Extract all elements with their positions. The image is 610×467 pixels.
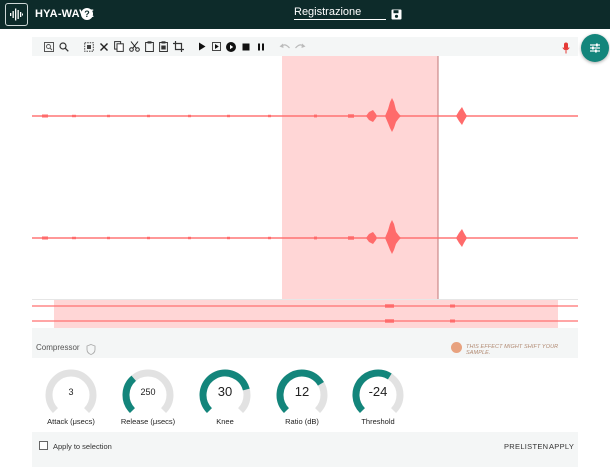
effects-toggle-button[interactable]	[581, 34, 609, 62]
cut-icon[interactable]	[129, 40, 140, 53]
apply-to-selection-checkbox[interactable]	[39, 441, 48, 450]
paste-icon[interactable]	[145, 40, 154, 53]
shield-icon	[86, 342, 96, 360]
redo-icon[interactable]	[294, 40, 306, 53]
effect-title: Compressor	[36, 343, 80, 352]
warning-icon	[451, 342, 462, 353]
apply-button[interactable]: APPLY	[549, 442, 575, 451]
clear-icon[interactable]	[99, 40, 109, 53]
knee-knob[interactable]: 30 Knee	[197, 368, 253, 426]
play-loop-icon[interactable]	[226, 40, 236, 53]
overview-visible-region[interactable]	[54, 300, 558, 328]
threshold-label: Threshold	[361, 417, 395, 426]
top-bar: HYA-WAVE ? Registrazione	[0, 0, 610, 29]
undo-icon[interactable]	[279, 40, 291, 53]
ratio-value: 12	[294, 384, 310, 399]
warning-text: THIS EFFECT MIGHT SHIFT YOUR SAMPLE.	[466, 344, 559, 356]
zoom-selection-icon[interactable]	[44, 40, 54, 53]
stop-icon[interactable]	[242, 40, 250, 53]
attack-value: 3	[68, 387, 74, 397]
threshold-knob[interactable]: -24 Threshold	[350, 368, 406, 426]
ratio-knob[interactable]: 12 Ratio (dB)	[274, 368, 330, 426]
app-logo-icon	[5, 3, 28, 26]
paste-special-icon[interactable]	[159, 40, 168, 53]
release-label: Release (μsecs)	[120, 417, 176, 426]
release-value: 250	[140, 387, 156, 397]
mic-icon[interactable]	[562, 41, 570, 59]
apply-to-selection-label[interactable]: Apply to selection	[53, 442, 112, 451]
play-selection-icon[interactable]	[212, 40, 221, 53]
knob-track	[45, 369, 97, 414]
knob-fill	[122, 375, 137, 414]
selection-region[interactable]	[282, 56, 438, 299]
compressor-footer: Apply to selection PRELISTEN APPLY	[32, 436, 578, 456]
waveform-area[interactable]	[32, 56, 578, 328]
filename-input[interactable]: Registrazione	[294, 6, 386, 20]
knee-label: Knee	[216, 417, 234, 426]
attack-knob[interactable]: 3 Attack (μsecs)	[43, 368, 99, 426]
select-all-icon[interactable]	[84, 40, 94, 53]
release-knob[interactable]: 250 Release (μsecs)	[120, 368, 176, 426]
knee-value: 30	[217, 384, 233, 399]
copy-icon[interactable]	[114, 40, 124, 53]
app-title: HYA-WAVE	[35, 8, 95, 20]
attack-label: Attack (μsecs)	[47, 417, 95, 426]
waveform-channel-2	[32, 220, 578, 254]
knob-fill	[352, 369, 392, 414]
overview-minimap[interactable]	[32, 300, 578, 328]
prelisten-button[interactable]: PRELISTEN	[504, 442, 549, 451]
editor-toolbar	[32, 37, 578, 56]
knob-fill	[199, 369, 250, 414]
pause-icon[interactable]	[257, 40, 265, 53]
threshold-value: -24	[368, 384, 388, 399]
waveform-view[interactable]	[32, 56, 578, 328]
ratio-label: Ratio (dB)	[285, 417, 319, 426]
crop-icon[interactable]	[173, 40, 184, 53]
compressor-header: Compressor THIS EFFECT MIGHT SHIFT YOUR …	[32, 338, 578, 358]
save-icon[interactable]	[391, 7, 402, 25]
help-icon[interactable]: ?	[81, 8, 93, 20]
sliders-icon	[590, 43, 600, 53]
zoom-icon[interactable]	[59, 40, 69, 53]
knob-fill	[276, 369, 324, 414]
compressor-panel: 3 Attack (μsecs) 250 Release (μsecs) 30 …	[32, 358, 578, 432]
waveform-channel-1	[32, 98, 578, 132]
play-icon[interactable]	[198, 40, 206, 53]
